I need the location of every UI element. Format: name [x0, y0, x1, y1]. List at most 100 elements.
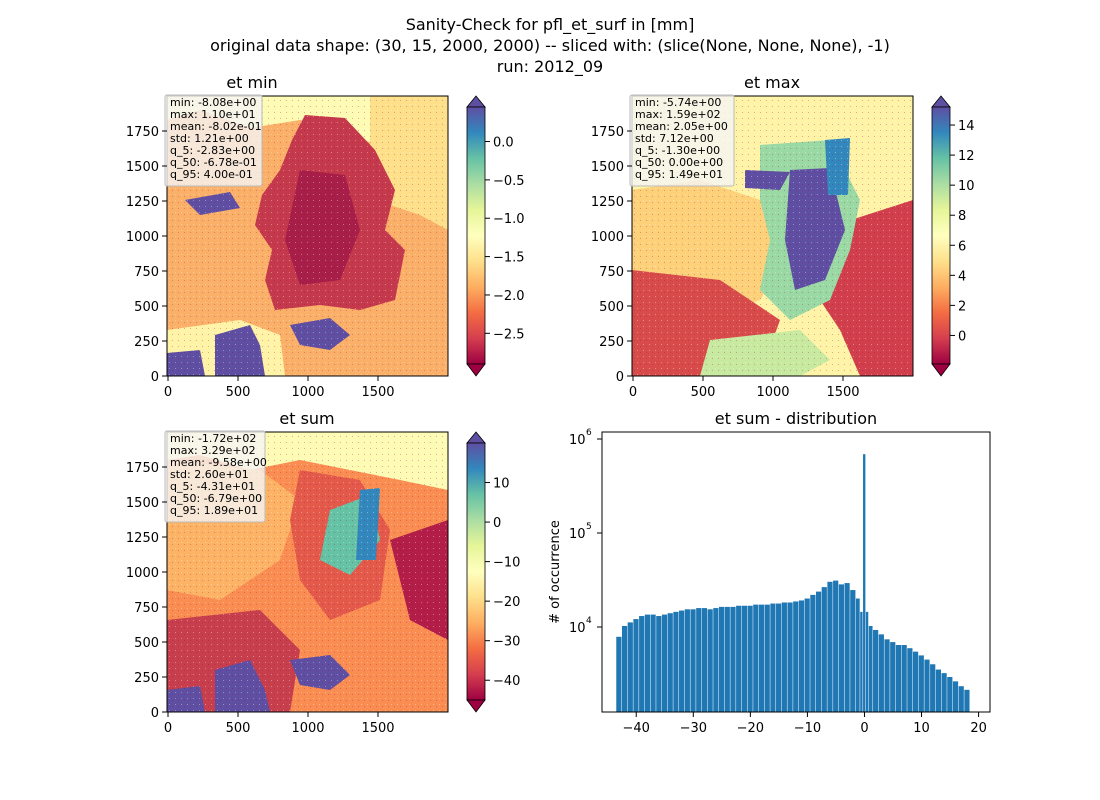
histogram-bar: [838, 584, 844, 712]
histogram-bar: [793, 601, 799, 712]
colorbar-tick-label: 10: [493, 477, 510, 492]
panel-et-min: et min min: -8.08e+00 max: 1.10e+01 mean…: [126, 73, 525, 400]
figure-suptitle: Sanity-Check for pfl_et_surf in [mm] ori…: [210, 15, 890, 77]
x-tick-label: 500: [691, 385, 716, 400]
colorbar-tick-label: −0.5: [493, 174, 525, 189]
stats-line: std: 7.12e+00: [635, 132, 714, 145]
histogram-bar: [827, 581, 833, 712]
x-tick-label: −40: [623, 721, 650, 736]
histogram-bar: [947, 677, 953, 712]
histogram-bar: [673, 611, 679, 712]
stats-line: std: 2.60e+01: [170, 468, 249, 481]
x-tick-label: −20: [737, 721, 764, 736]
y-axis: 0 250 500 750 1000 1250 1500 1750: [126, 461, 167, 721]
histogram-bar: [753, 604, 759, 712]
x-tick-label: 1500: [361, 385, 394, 400]
stats-line: min: -5.74e+00: [635, 96, 721, 109]
y-tick-label: 0: [151, 370, 159, 385]
colorbar-extend-top: [931, 95, 951, 108]
stats-line: q_5: -1.30e+00: [635, 144, 720, 157]
histogram-bar: [758, 604, 765, 712]
x-tick-label: 500: [226, 721, 251, 736]
colorbar-tick-label: 2: [958, 299, 966, 314]
colorbar-tick-label: 14: [958, 119, 975, 134]
histogram-bars: [616, 454, 970, 712]
stats-box: min: -8.08e+00 max: 1.10e+01 mean: -8.02…: [164, 94, 263, 187]
stats-line: max: 3.29e+02: [170, 444, 256, 457]
histogram-bar: [621, 625, 628, 712]
histogram-bar: [616, 636, 622, 712]
svg-text:10: 10: [569, 433, 586, 448]
histogram-bar: [730, 606, 736, 712]
histogram-bar: [633, 619, 639, 712]
x-tick-label: 1000: [291, 721, 324, 736]
histogram-bar: [798, 600, 805, 712]
y-tick-label: 750: [134, 601, 159, 616]
y-tick-label: 500: [134, 300, 159, 315]
histogram-bar: [787, 602, 793, 712]
stats-line: q_50: 0.00e+00: [635, 156, 723, 169]
y-tick-label: 1500: [591, 160, 624, 175]
y-tick-label: 1750: [126, 125, 159, 140]
y-tick-label: 10 4: [569, 616, 602, 636]
colorbar-tick-label: −10: [493, 556, 520, 571]
panel-title: et min: [226, 73, 277, 92]
y-tick-label: 1750: [126, 461, 159, 476]
colorbar-tick-label: 6: [958, 239, 966, 254]
suptitle-line-1: Sanity-Check for pfl_et_surf in [mm]: [406, 15, 695, 35]
histogram-bar: [833, 580, 839, 712]
x-axis: −40 −30 −20 −10 0 10 20: [623, 712, 987, 736]
histogram-bar: [764, 604, 770, 712]
y-tick-label: 250: [134, 671, 159, 686]
colorbar-tick-label: 4: [958, 269, 966, 284]
histogram-bar: [644, 614, 650, 712]
histogram-bar: [667, 613, 673, 712]
stats-line: mean: -8.02e-01: [170, 120, 262, 133]
stats-line: mean: 2.05e+00: [635, 120, 728, 133]
svg-text:10: 10: [569, 621, 586, 636]
histogram-axes-frame: [601, 431, 991, 713]
colorbar-tick-label: −1.0: [493, 212, 525, 227]
x-tick-label: 1500: [361, 721, 394, 736]
y-tick-label: 500: [599, 300, 624, 315]
histogram-bar: [736, 605, 742, 712]
colorbar-tick-label: −40: [493, 674, 520, 689]
y-axis: 0 250 500 750 1000 1250 1500 1750: [126, 125, 167, 385]
histogram-bar: [639, 616, 645, 712]
y-axis: 10 4 10 5 10 6: [569, 428, 602, 636]
panel-title: et sum: [279, 409, 334, 428]
colorbar-extend-top: [466, 431, 486, 444]
histogram-bar: [924, 659, 930, 712]
histogram-bar: [930, 664, 936, 712]
histogram-ylabel: # of occurrence: [548, 520, 563, 624]
y-tick-label: 0: [616, 370, 624, 385]
histogram-bar: [863, 454, 866, 712]
stats-line: q_50: -6.79e+00: [170, 492, 262, 505]
panel-et-max: et max min: -5.74e+00 max: 1.59e+02 mean…: [591, 73, 975, 400]
colorbar-tick-label: 0.0: [493, 136, 514, 151]
y-axis: 0 250 500 750 1000 1250 1500 1750: [591, 125, 632, 385]
x-tick-label: 0: [629, 385, 637, 400]
x-tick-label: 20: [970, 721, 987, 736]
y-tick-label: 1250: [591, 195, 624, 210]
histogram-bar: [696, 608, 702, 712]
x-tick-label: −30: [680, 721, 707, 736]
suptitle-line-2: original data shape: (30, 15, 2000, 2000…: [210, 36, 890, 55]
colorbar-tick-label: −2.5: [493, 327, 525, 342]
panel-et-sum: et sum min: -1.72e+02 max: 3.29e+02 mean…: [126, 409, 521, 736]
histogram-bar: [724, 606, 730, 712]
y-tick-label: 1000: [126, 566, 159, 581]
histogram-bar: [684, 609, 690, 712]
x-axis: 0 500 1000 1500: [164, 376, 395, 400]
y-tick-label: 500: [134, 636, 159, 651]
histogram-bar: [890, 642, 896, 712]
y-tick-label: 0: [151, 706, 159, 721]
histogram-bar: [844, 583, 850, 712]
y-tick-label: 1500: [126, 160, 159, 175]
x-tick-label: 0: [164, 385, 172, 400]
y-tick-label: 750: [134, 265, 159, 280]
stats-line: q_50: -6.78e-01: [170, 156, 257, 169]
colorbar-tick-label: 10: [958, 179, 975, 194]
histogram-bar: [718, 606, 725, 712]
stats-line: mean: -9.58e+00: [170, 456, 267, 469]
